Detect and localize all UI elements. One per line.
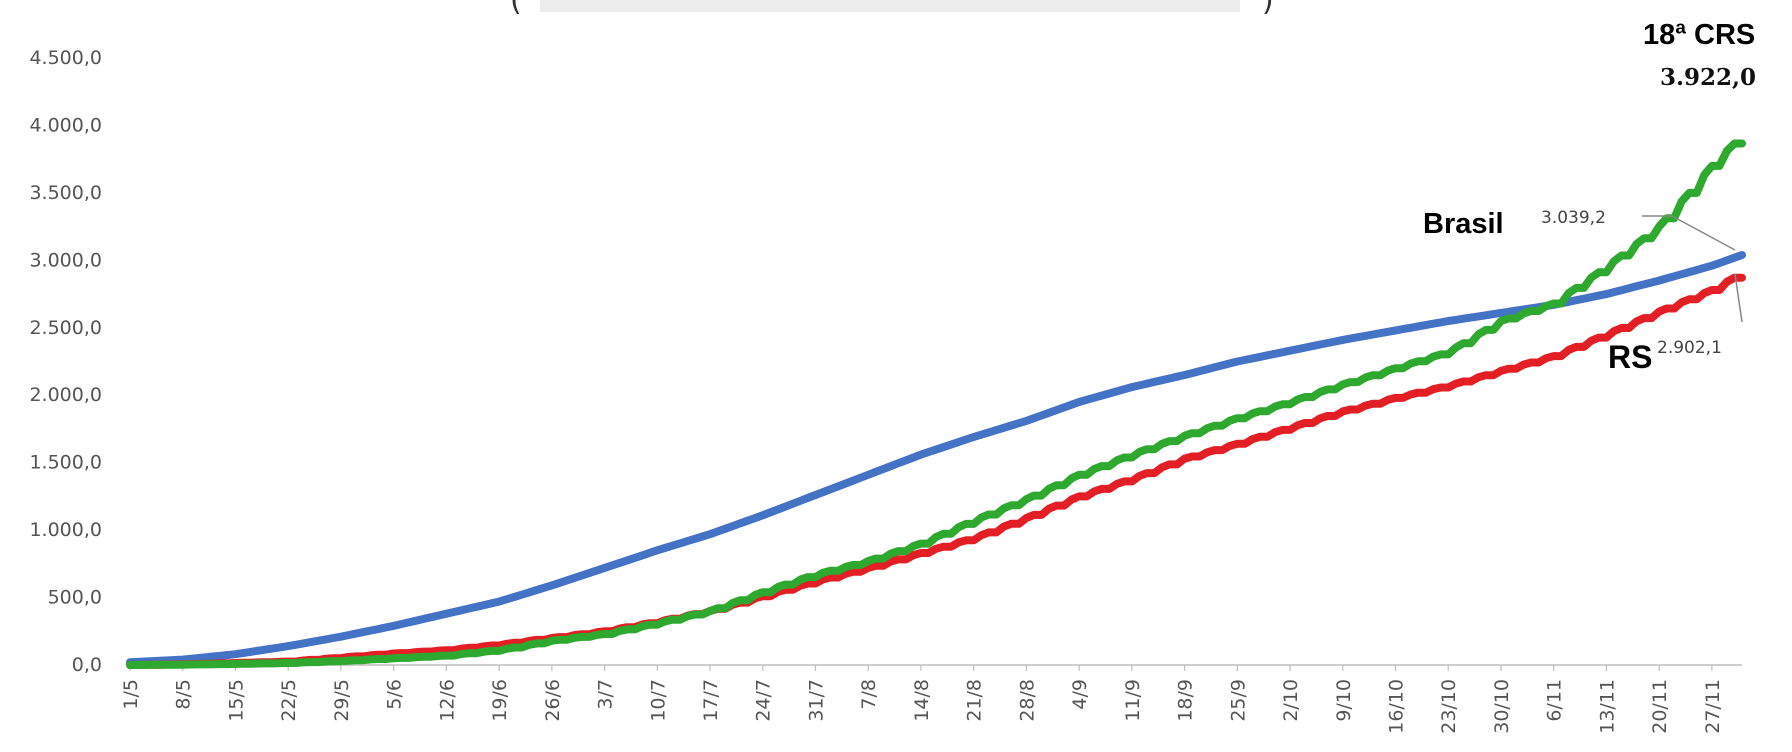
x-tick-label: 27/11	[1702, 679, 1724, 734]
y-tick-label: 1.000,0	[29, 519, 102, 541]
leader-line-brasil-2	[1671, 215, 1736, 251]
x-tick-label: 28/8	[1016, 679, 1038, 722]
x-tick-label: 5/6	[384, 679, 406, 710]
x-tick-label: 8/5	[173, 679, 195, 710]
x-tick-label: 21/8	[964, 679, 986, 722]
series-label-crs: 18ª CRS	[1643, 19, 1755, 51]
x-tick-label: 4/9	[1069, 679, 1091, 710]
x-tick-label: 16/10	[1385, 679, 1407, 734]
y-tick-label: 3.500,0	[29, 182, 102, 204]
x-tick-label: 12/6	[436, 679, 458, 722]
value-label-brasil: 3.039,2	[1541, 208, 1606, 228]
y-tick-label: 4.000,0	[29, 114, 102, 136]
y-tick-label: 0,0	[72, 654, 102, 676]
chart-title-fragment: ( )	[510, 0, 1274, 18]
x-tick-label: 30/10	[1491, 679, 1513, 734]
x-tick-label: 18/9	[1175, 679, 1197, 722]
x-tick-label: 19/6	[489, 679, 511, 722]
x-tick-label: 15/5	[225, 679, 247, 722]
y-tick-label: 2.500,0	[29, 317, 102, 339]
x-tick-label: 29/5	[331, 679, 353, 722]
y-tick-label: 2.000,0	[29, 384, 102, 406]
value-label-crs: 3.922,0	[1660, 64, 1756, 91]
y-tick-label: 500,0	[48, 587, 102, 609]
x-tick-label: 2/10	[1280, 679, 1302, 722]
value-label-rs: 2.902,1	[1657, 338, 1722, 358]
y-tick-label: 3.000,0	[29, 249, 102, 271]
series-line-rs	[126, 273, 1746, 669]
y-tick-label: 4.500,0	[29, 47, 102, 69]
x-tick-label: 9/10	[1333, 679, 1355, 722]
y-axis: 0,0 500,0 1.000,0 1.500,0 2.000,0 2.500,0 3.00…	[29, 47, 102, 676]
x-tick-label: 24/7	[753, 679, 775, 722]
x-tick-label: 3/7	[595, 679, 617, 710]
series-line-18-crs	[126, 139, 1746, 669]
x-tick-label: 10/7	[647, 679, 669, 722]
series-layer	[126, 139, 1746, 669]
x-tick-label: 14/8	[911, 679, 933, 722]
y-tick-label: 1.500,0	[29, 452, 102, 474]
x-tick-label: 11/9	[1122, 679, 1144, 722]
title-open-paren: (	[510, 0, 522, 18]
title-close-paren: )	[1262, 0, 1274, 18]
x-tick-label: 17/7	[700, 679, 722, 722]
series-label-rs: RS	[1608, 339, 1652, 375]
x-tick-label: 13/11	[1596, 679, 1618, 734]
series-line-brasil	[126, 251, 1746, 667]
x-tick-label: 23/10	[1438, 679, 1460, 734]
x-tick-label: 6/11	[1544, 679, 1566, 722]
leader-line-rs	[1734, 273, 1743, 323]
x-tick-label: 1/5	[120, 679, 142, 710]
x-tick-label: 31/7	[805, 679, 827, 722]
x-axis: 1/5 8/5 15/5 22/5 29/5 5/6 12/6 19/6 26/6 3/7 10/7…	[120, 664, 1742, 734]
x-tick-label: 22/5	[278, 679, 300, 722]
x-tick-label: 7/8	[858, 679, 880, 710]
x-tick-label: 25/9	[1227, 679, 1249, 722]
series-label-brasil: Brasil	[1423, 208, 1504, 240]
x-tick-label: 26/6	[542, 679, 564, 722]
title-cutoff-text	[540, 0, 1240, 12]
x-tick-label: 20/11	[1649, 679, 1671, 734]
